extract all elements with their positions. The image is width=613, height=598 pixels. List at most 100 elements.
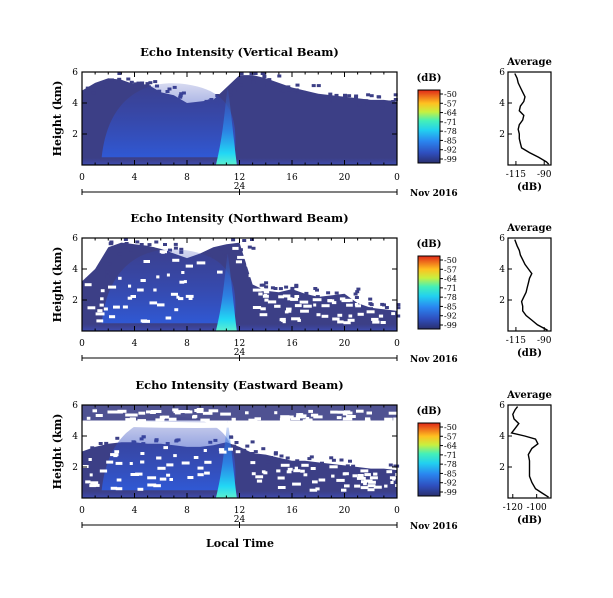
noise-gap — [178, 297, 184, 301]
x-tick-label: 20 — [339, 173, 351, 183]
noise-gap — [282, 294, 291, 298]
noise-gap — [331, 301, 337, 305]
average-y-tick-label: 2 — [499, 130, 505, 140]
noise-gap — [248, 274, 256, 278]
noise-gap — [237, 255, 245, 259]
echo-speckle — [379, 100, 384, 104]
noise-gap — [89, 484, 96, 488]
colorbar-tick-label: -71 — [444, 118, 457, 127]
noise-gap — [255, 475, 264, 479]
noise-gap — [321, 314, 329, 318]
noise-gap — [127, 296, 133, 300]
noise-gap — [287, 297, 293, 301]
noise-gap — [303, 473, 308, 477]
noise-gap — [172, 258, 180, 262]
day-label: 24 — [234, 515, 246, 525]
noise-gap — [140, 279, 146, 282]
echo-speckle — [133, 85, 138, 89]
echo-precip-plume — [215, 253, 237, 331]
noise-gap — [196, 410, 204, 414]
echo-speckle — [206, 253, 211, 257]
echo-speckle — [368, 470, 373, 474]
noise-gap — [165, 316, 172, 320]
noise-gap — [256, 479, 263, 483]
echo-speckle — [334, 291, 339, 295]
echo-speckle — [354, 95, 358, 99]
noise-gap — [360, 486, 369, 490]
echo-speckle — [301, 90, 306, 94]
noise-gap — [373, 485, 382, 489]
noise-gap — [267, 300, 277, 304]
noise-gap — [109, 315, 116, 319]
clear-layer — [82, 418, 260, 428]
colorbar-tick-label: -92 — [444, 479, 457, 488]
echo-speckle — [354, 467, 359, 471]
echo-speckle — [323, 466, 327, 470]
average-frame — [507, 71, 552, 166]
y-tick-label: 6 — [72, 234, 78, 244]
noise-gap — [197, 473, 204, 477]
echo-speckle — [364, 99, 369, 103]
noise-gap — [95, 312, 105, 316]
echo-speckle — [238, 248, 243, 252]
noise-gap — [287, 467, 293, 471]
echo-speckle — [250, 452, 255, 455]
noise-gap — [364, 473, 371, 477]
noise-gap — [279, 417, 291, 421]
echo-speckle — [287, 88, 292, 92]
noise-gap — [286, 309, 292, 313]
noise-gap — [153, 484, 161, 488]
noise-gap — [346, 303, 353, 307]
average-x-tick-label: -115 — [506, 170, 526, 180]
date-label: Nov 2016 — [410, 189, 458, 199]
noise-gap — [142, 319, 150, 323]
echo-speckle — [94, 453, 98, 457]
noise-gap — [176, 295, 180, 299]
noise-gap — [280, 463, 290, 467]
echo-speckle — [334, 296, 339, 300]
echo-speckle — [124, 245, 128, 249]
echo-speckle — [154, 240, 159, 244]
x-tick-label: 4 — [132, 339, 138, 349]
y-axis-label: Height (km) — [51, 247, 64, 323]
noise-gap — [235, 260, 242, 264]
noise-gap — [364, 419, 371, 423]
echo-speckle — [140, 81, 145, 85]
noise-gap — [159, 477, 167, 481]
noise-gap — [160, 415, 165, 419]
echo-speckle — [387, 100, 392, 104]
noise-gap — [84, 283, 92, 287]
echo-speckle — [340, 470, 345, 474]
echo-speckle — [253, 72, 258, 75]
noise-gap — [343, 472, 349, 476]
echo-speckle — [315, 288, 319, 292]
echo-speckle — [368, 302, 373, 306]
noise-gap — [310, 467, 316, 470]
noise-gap — [312, 298, 322, 302]
noise-gap — [235, 450, 241, 454]
colorbar-tick-label: -57 — [444, 99, 457, 108]
noise-gap — [390, 481, 394, 484]
noise-gap — [339, 297, 346, 301]
echo-speckle — [301, 294, 306, 298]
average-profile-line — [514, 239, 548, 331]
echo-speckle — [249, 72, 254, 75]
average-profile-line — [510, 406, 549, 498]
noise-gap — [366, 411, 372, 415]
noise-gap — [86, 416, 91, 420]
noise-gap — [330, 410, 338, 414]
noise-gap — [156, 456, 162, 460]
echo-speckle — [343, 93, 347, 97]
echo-speckle — [315, 295, 320, 299]
noise-gap — [277, 476, 285, 480]
echo-speckle — [357, 103, 362, 107]
echo-speckle — [150, 247, 155, 251]
echo-speckle — [329, 456, 334, 460]
noise-gap — [252, 288, 262, 292]
average-x-tick-label: -90 — [537, 170, 552, 180]
average-title: Average — [506, 57, 552, 68]
noise-gap — [122, 305, 128, 309]
noise-gap — [106, 460, 114, 464]
echo-speckle — [320, 461, 324, 465]
noise-gap — [97, 309, 103, 313]
